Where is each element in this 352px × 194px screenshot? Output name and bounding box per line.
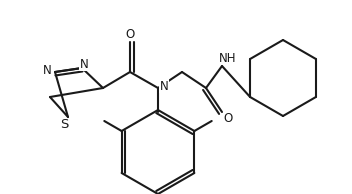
Text: NH: NH <box>219 51 237 64</box>
Text: O: O <box>224 112 233 125</box>
Text: N: N <box>80 57 88 70</box>
Text: S: S <box>60 119 68 132</box>
Text: O: O <box>125 28 134 41</box>
Text: N: N <box>43 63 51 76</box>
Text: N: N <box>159 80 168 93</box>
